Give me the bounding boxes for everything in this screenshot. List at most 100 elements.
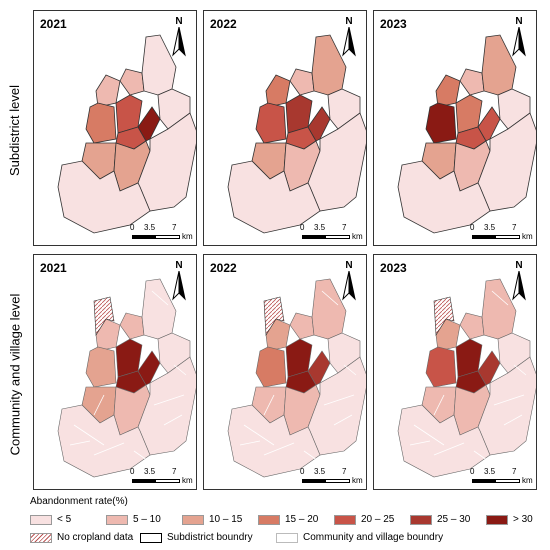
scale-tick-label: 0: [130, 467, 135, 476]
region-polygon: [311, 278, 347, 340]
region-polygon: [137, 356, 196, 456]
scale-bar: 0 3.5 7 km: [470, 467, 536, 489]
scale-bar-graphic: [132, 235, 180, 239]
no-cropland-area: [93, 296, 115, 336]
scale-tick-label: 7: [512, 467, 517, 476]
north-arrow-icon: [172, 26, 186, 57]
row-label-community: Community and village level: [0, 254, 30, 494]
scale-unit: km: [522, 476, 533, 485]
legend-item: > 30: [486, 514, 533, 525]
region-polygon: [57, 160, 151, 234]
scale-bar-fill: [303, 480, 326, 482]
region-polygon: [477, 112, 536, 212]
north-arrow-label: N: [175, 260, 183, 271]
north-arrow: N: [169, 16, 189, 60]
region-map: [227, 34, 366, 234]
region-polygon: [95, 74, 121, 108]
scale-bar-fill: [473, 480, 496, 482]
region-polygon: [397, 160, 491, 234]
scale-tick-label: 0: [300, 467, 305, 476]
legend-label: Community and village boundry: [303, 532, 444, 543]
scale-tick-label: 7: [342, 467, 347, 476]
north-arrow-label: N: [515, 16, 523, 27]
region-polygon: [311, 34, 347, 96]
scale-bar-graphic: [132, 479, 180, 483]
legend-swatch: [410, 514, 432, 525]
no-cropland-area: [433, 296, 455, 336]
north-arrow: N: [509, 260, 529, 304]
region-polygon: [481, 34, 517, 96]
scale-unit: km: [352, 476, 363, 485]
region-polygon: [265, 74, 291, 108]
region-polygon: [85, 346, 117, 388]
region-polygon: [137, 112, 196, 212]
north-arrow-icon: [342, 26, 356, 57]
region-map: [397, 278, 536, 478]
region-polygon: [85, 102, 117, 144]
legend-item: < 5: [30, 514, 71, 525]
map-panel-subdistrict-2023: 2023 N 0 3.5 7 km: [373, 10, 537, 246]
scale-bar-fill: [303, 236, 326, 238]
region-polygon: [137, 106, 161, 142]
region-polygon: [137, 350, 161, 386]
scale-tick-label: 3.5: [314, 223, 326, 232]
region-polygon: [477, 356, 536, 456]
no-cropland-area: [263, 296, 285, 336]
legend-item: 25 – 30: [410, 514, 470, 525]
scale-bar: 0 3.5 7 km: [300, 223, 366, 245]
scale-tick-label: 3.5: [144, 467, 156, 476]
legend-item: 20 – 25: [334, 514, 394, 525]
scale-unit: km: [182, 232, 193, 241]
scale-bar-graphic: [472, 479, 520, 483]
legend-label: No cropland data: [57, 532, 134, 543]
north-arrow-icon: [512, 26, 526, 57]
scale-tick-label: 3.5: [144, 223, 156, 232]
scale-tick-label: 7: [172, 223, 177, 232]
scale-tick-label: 7: [512, 223, 517, 232]
scale-bar-fill: [133, 480, 156, 482]
legend-swatch: [30, 532, 52, 543]
legend-label: 25 – 30: [437, 514, 471, 525]
region-polygon: [141, 34, 177, 96]
scale-tick-label: 0: [470, 467, 475, 476]
scale-bar: 0 3.5 7 km: [130, 223, 196, 245]
scale-unit: km: [182, 476, 193, 485]
village-boundaries: [69, 290, 187, 466]
region-polygon: [425, 346, 457, 388]
region-polygon: [119, 68, 145, 96]
legend-swatch: [30, 514, 52, 525]
legend-item: 15 – 20: [258, 514, 318, 525]
region-polygon: [141, 278, 177, 340]
region-polygon: [307, 112, 366, 212]
legend-label: > 30: [513, 514, 533, 525]
region-polygon: [285, 338, 313, 378]
region-polygon: [289, 68, 315, 96]
row-label-community-text: Community and village level: [7, 293, 23, 455]
legend-swatch: [486, 514, 508, 525]
map-panel-subdistrict-2022: 2022 N 0 3.5 7 km: [203, 10, 367, 246]
region-map: [57, 34, 196, 234]
scale-bar-fill: [473, 236, 496, 238]
scale-bar: 0 3.5 7 km: [470, 223, 536, 245]
scale-tick-label: 0: [300, 223, 305, 232]
north-arrow: N: [339, 16, 359, 60]
legend-swatch: [140, 532, 162, 543]
scale-bar: 0 3.5 7 km: [300, 467, 366, 489]
legend-swatch: [258, 514, 280, 525]
region-polygon: [255, 102, 287, 144]
region-polygon: [115, 338, 143, 378]
map-year-label: 2022: [210, 261, 237, 275]
region-polygon: [57, 404, 151, 478]
map-year-label: 2021: [40, 261, 67, 275]
region-polygon: [115, 94, 143, 134]
region-map: [397, 34, 536, 234]
north-arrow-icon: [342, 270, 356, 301]
north-arrow-label: N: [345, 260, 353, 271]
region-polygon: [477, 106, 501, 142]
north-arrow-label: N: [345, 16, 353, 27]
scale-tick-label: 7: [172, 467, 177, 476]
legend-swatch: [276, 532, 298, 543]
legend-label: 10 – 15: [209, 514, 243, 525]
map-panel-community-2021: 2021 N 0 3.5 7 km: [33, 254, 197, 490]
region-polygon: [227, 160, 321, 234]
